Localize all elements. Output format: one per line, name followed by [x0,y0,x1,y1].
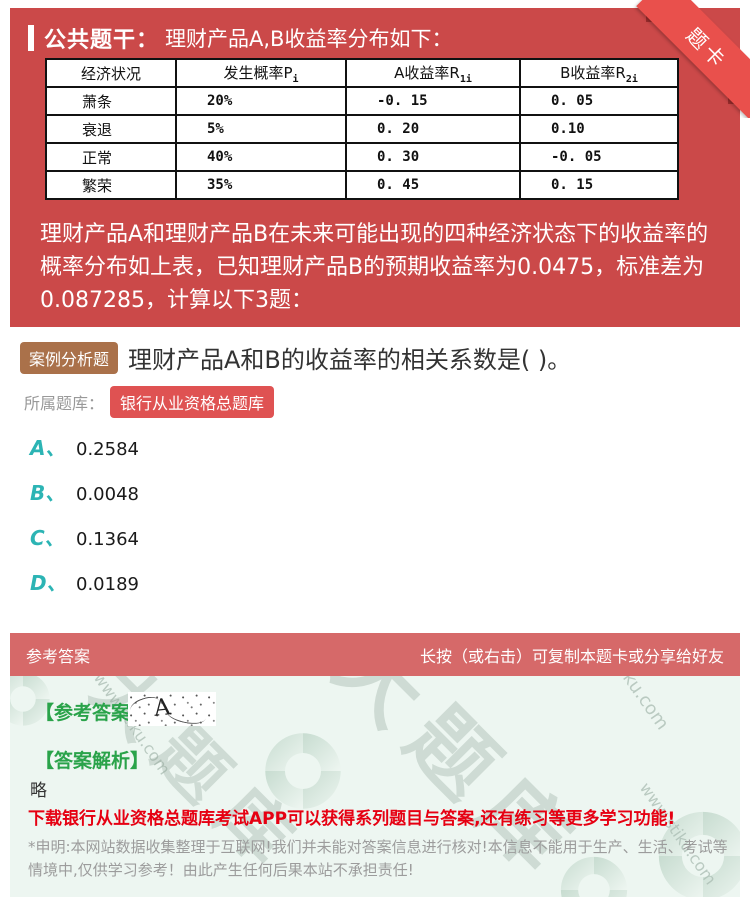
cell-probability: 35% [175,170,347,200]
col-header-economy: 经济状况 [45,58,177,88]
bank-label: 所属题库： [24,394,105,413]
ribbon-label: 题卡 [636,0,750,118]
cell-probability: 40% [175,142,347,172]
col-header-b-yield: B收益率R2i [519,58,679,88]
option-c[interactable]: C、 0.1364 [30,522,139,550]
col-header-a-yield: A收益率R1i [345,58,521,88]
watermark-url: www.stiku.com [578,676,673,734]
option-d[interactable]: D、 0.0189 [30,567,139,595]
corner-ribbon: 题卡 [632,0,750,118]
option-letter: C、 [30,526,65,550]
table-header-row: 经济状况 发生概率Pi A收益率R1i B收益率R2i [45,58,679,88]
table-row: 衰退 5% 0. 20 0.10 [45,114,679,144]
stem-header: 公共题干： 理财产品A,B收益率分布如下： [28,22,452,54]
answer-panel: www.stiku.com www.stiku.com www.stiku.co… [10,676,740,897]
option-value: 0.0048 [76,484,139,505]
watermark-swirl-logo [658,811,740,897]
answer-letter: A [152,694,172,722]
answer-bar-title: 参考答案 [26,646,91,666]
cell-b-yield: 0.10 [519,114,679,144]
cell-probability: 5% [175,114,347,144]
option-value: 0.2584 [76,439,139,460]
cell-a-yield: -0. 15 [345,86,521,116]
option-b[interactable]: B、 0.0048 [30,477,139,505]
bank-badge-link[interactable]: 银行从业资格总题库 [110,386,275,418]
cell-economy: 衰退 [45,114,177,144]
cell-probability: 20% [175,86,347,116]
app-promo-text: 下载银行从业资格总题库考试APP可以获得系列题目与答案,还有练习等更多学习功能! [28,809,676,829]
probability-table: 经济状况 发生概率Pi A收益率R1i B收益率R2i 萧条 20% -0. 1… [45,58,679,200]
stem-header-text: 理财产品A,B收益率分布如下： [165,27,453,51]
watermark-swirl-logo [560,856,628,897]
question-stem-panel: 公共题干： 理财产品A,B收益率分布如下： 经济状况 发生概率Pi A收益率R1… [10,8,740,327]
col-header-probability: 发生概率Pi [175,58,347,88]
cell-economy: 萧条 [45,86,177,116]
option-letter: B、 [30,481,66,505]
cell-a-yield: 0. 20 [345,114,521,144]
cell-b-yield: 0. 05 [519,86,679,116]
table-row: 萧条 20% -0. 15 0. 05 [45,86,679,116]
option-letter: A、 [30,436,66,460]
answer-analysis-label: 【答案解析】 [35,750,150,772]
option-letter: D、 [30,571,67,595]
table-row: 繁荣 35% 0. 45 0. 15 [45,170,679,200]
watermark-swirl-logo [265,733,341,809]
option-a[interactable]: A、 0.2584 [30,432,139,460]
cell-a-yield: 0. 30 [345,142,521,172]
cell-b-yield: -0. 05 [519,142,679,172]
stem-header-prefix: 公共题干： [44,28,160,53]
option-value: 0.1364 [76,529,139,550]
options-list: A、 0.2584 B、 0.0048 C、 0.1364 D、 0.0189 [30,432,139,612]
disclaimer-text: *申明:本网站数据收集整理于互联网!我们并未能对答案信息进行核对!本信息不能用于… [28,838,728,879]
answer-bar-hint: 长按（或右击）可复制本题卡或分享给好友 [419,646,724,666]
cell-economy: 繁荣 [45,170,177,200]
answer-analysis-text: 略 [30,781,47,801]
option-value: 0.0189 [76,574,139,595]
question-stem-text: 理财产品A和理财产品B在未来可能出现的四种经济状态下的收益率的概率分布如上表，已… [40,222,709,313]
cell-a-yield: 0. 45 [345,170,521,200]
answer-captcha-image: A [128,692,216,726]
watermark-swirl-logo [10,676,50,726]
question-type-badge: 案例分析题 [20,341,119,374]
reference-answer-label: 【参考答案】 [35,702,150,724]
table-row: 正常 40% 0. 30 -0. 05 [45,142,679,172]
header-accent-bar [28,25,34,51]
answer-section-bar: 参考答案 长按（或右击）可复制本题卡或分享给好友 [10,633,740,676]
cell-economy: 正常 [45,142,177,172]
cell-b-yield: 0. 15 [519,170,679,200]
question-text: 理财产品A和B的收益率的相关系数是( )。 [128,346,572,374]
